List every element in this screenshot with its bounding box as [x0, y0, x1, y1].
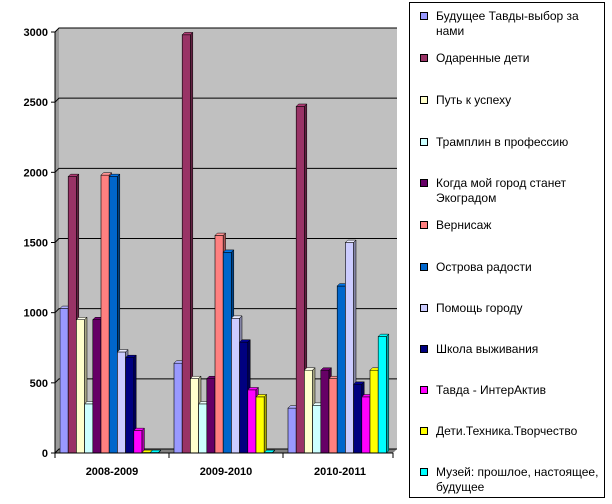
legend-label: Путь к успеху — [436, 93, 512, 107]
legend-swatch — [420, 179, 428, 187]
legend-swatch — [420, 263, 428, 271]
legend-label: Одаренные дети — [436, 51, 530, 65]
y-tick-label: 0 — [42, 448, 48, 460]
legend-label: Будущее Тавды-выбор за нами — [436, 9, 579, 38]
legend-swatch — [420, 427, 428, 435]
legend-item: Одаренные дети — [420, 51, 602, 66]
legend-swatch — [420, 345, 428, 353]
x-tick-label: 2010-2011 — [314, 466, 366, 478]
legend-label: Когда мой город станет Экоградом — [436, 176, 567, 205]
x-tick-label: 2009-2010 — [200, 466, 253, 478]
gridline — [54, 238, 397, 243]
legend-label: Вернисаж — [436, 218, 492, 232]
gridline — [54, 378, 397, 384]
gridline — [54, 308, 397, 314]
y-tick-label: 1000 — [24, 308, 48, 320]
legend-item: Тавда - ИнтерАктив — [420, 383, 602, 398]
gridlines — [54, 27, 397, 454]
legend-label: Тавда - ИнтерАктив — [436, 383, 546, 397]
x-axis-tick-labels: 2008-2009 2009-2010 2010-2011 — [86, 466, 366, 478]
legend-label: Школа выживания — [436, 342, 539, 356]
legend-swatch — [420, 12, 428, 20]
gridline — [54, 27, 397, 33]
legend-swatch — [420, 96, 428, 104]
legend-item: Трамплин в профессию — [420, 135, 602, 150]
bar — [133, 427, 146, 454]
legend-item: Будущее Тавды-выбор за нами — [420, 9, 602, 39]
legend-label: Помощь городу — [436, 301, 523, 315]
gridline — [54, 97, 397, 103]
bars — [59, 31, 390, 454]
legend-label: Музей: прошлое, настоящее, будущее — [436, 465, 599, 494]
legend-swatch — [420, 468, 428, 476]
y-axis-tick-labels: 0 500 1000 1500 2000 2500 3000 — [24, 27, 48, 460]
legend-swatch — [420, 54, 428, 62]
legend-item: Острова радости — [420, 260, 602, 275]
legend-item: Школа выживания — [420, 342, 602, 357]
legend-item: Когда мой город станет Экоградом — [420, 176, 602, 206]
legend-item: Вернисаж — [420, 218, 602, 233]
y-tick-label: 2500 — [24, 97, 48, 109]
legend-item: Музей: прошлое, настоящее, будущее — [420, 465, 602, 495]
legend-swatch — [420, 138, 428, 146]
y-tick-label: 2000 — [24, 167, 48, 179]
y-tick-label: 3000 — [24, 27, 48, 39]
legend-swatch — [420, 221, 428, 229]
y-tick-label: 500 — [30, 378, 48, 390]
legend-item: Помощь городу — [420, 301, 602, 316]
y-tick-label: 1500 — [24, 238, 48, 250]
legend-swatch — [420, 304, 428, 312]
legend-label: Дети.Техника.Творчество — [436, 424, 578, 438]
gridline — [54, 448, 397, 454]
x-tick-label: 2008-2009 — [86, 466, 139, 478]
bar-chart: 0 500 1000 1500 2000 2500 3000 2008-2009 2009-2… — [24, 27, 397, 478]
axes — [51, 31, 394, 458]
legend-item: Путь к успеху — [420, 93, 602, 108]
bar — [377, 333, 390, 454]
gridline — [54, 167, 397, 173]
legend-swatch — [420, 386, 428, 394]
legend-item: Дети.Техника.Творчество — [420, 424, 602, 439]
legend: Будущее Тавды-выбор за нами Одаренные дет… — [409, 2, 605, 498]
bar — [255, 393, 268, 454]
legend-label: Трамплин в профессию — [436, 135, 569, 149]
legend-label: Острова радости — [436, 260, 532, 274]
